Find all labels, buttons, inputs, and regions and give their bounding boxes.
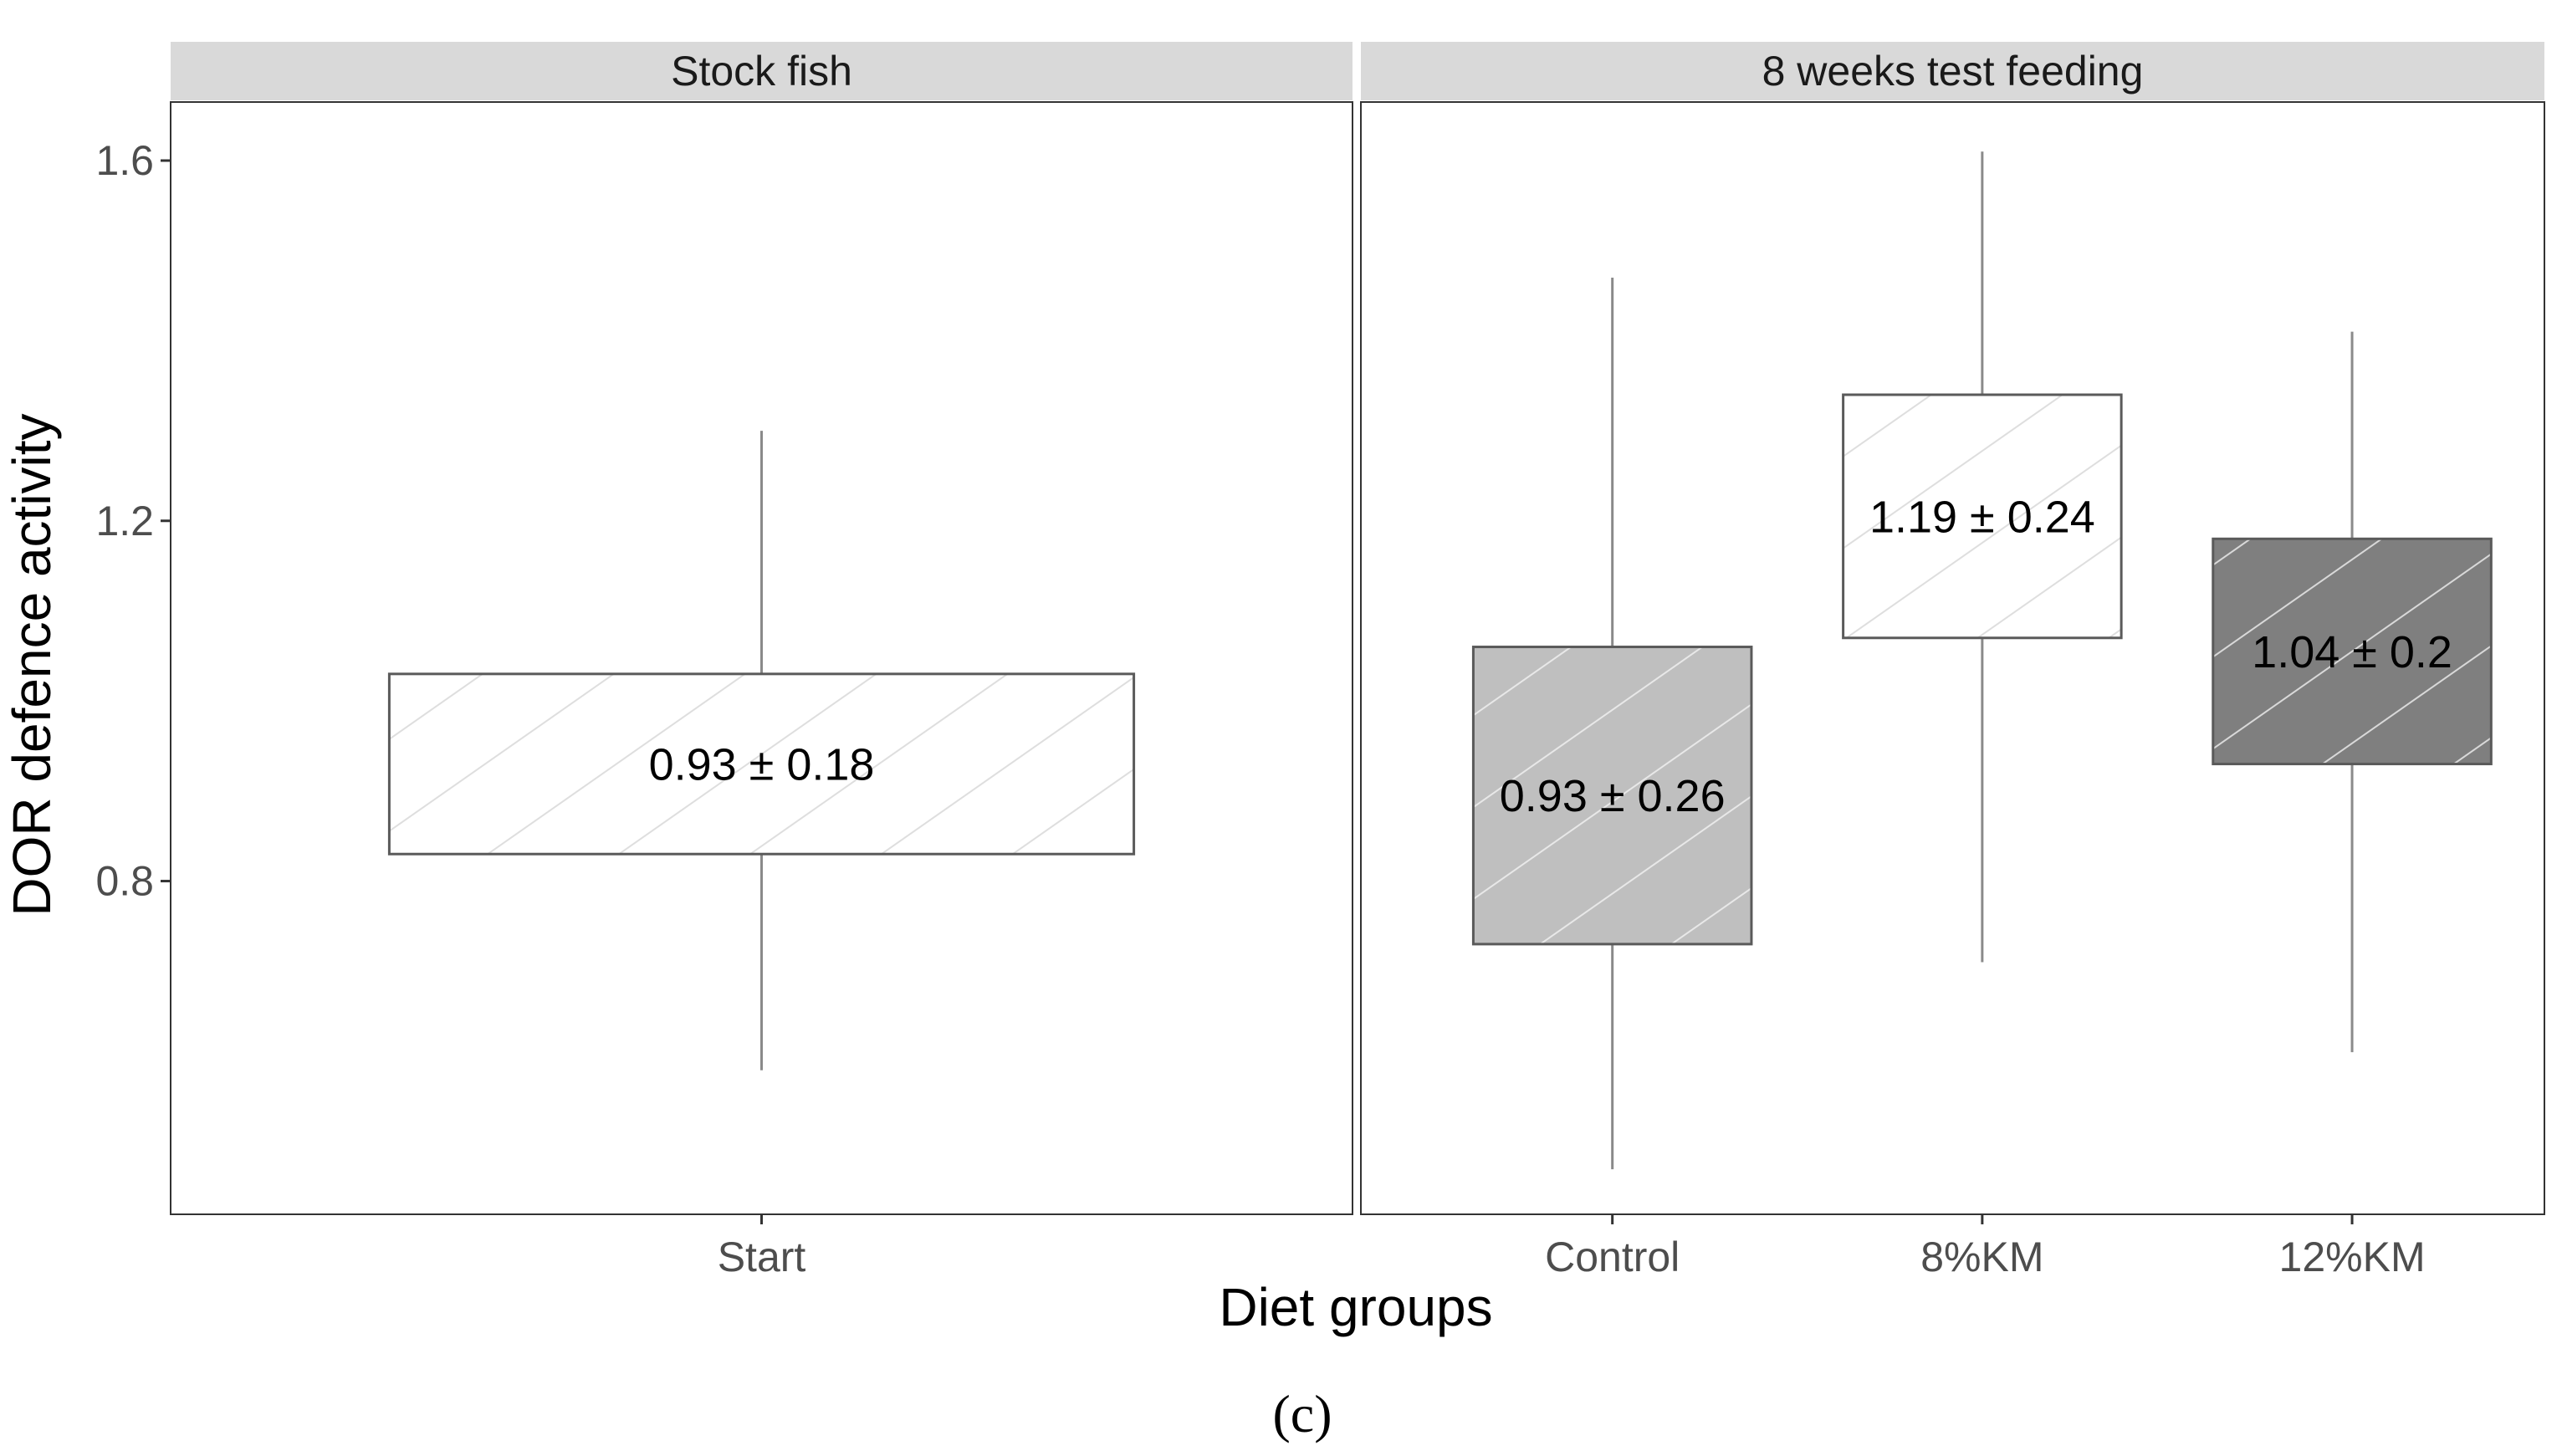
- panel-title: Stock fish: [671, 48, 852, 95]
- x-tick-label: Control: [1545, 1234, 1680, 1280]
- y-axis-title: DOR defence activity: [2, 413, 62, 916]
- box-group-control: 0.93 ± 0.26 Control: [1471, 278, 1753, 1280]
- box-mean-sd-label: 1.19 ± 0.24: [1869, 492, 2095, 542]
- x-tick-label: 12%KM: [2279, 1234, 2426, 1280]
- box-mean-sd-label: 0.93 ± 0.26: [1500, 771, 1726, 821]
- box: [1842, 393, 2123, 640]
- box: [2212, 537, 2493, 766]
- box-group-12pctkm: 1.04 ± 0.2 12%KM: [2212, 331, 2493, 1280]
- y-tick-label: 0.8: [95, 858, 154, 905]
- panel-stock-fish: Stock fish 0.93 ± 0.18 Start: [170, 42, 1353, 1280]
- x-axis-title: Diet groups: [1219, 1277, 1492, 1337]
- box-group-start: 0.93 ± 0.18 Start: [387, 431, 1136, 1280]
- x-tick-label: Start: [718, 1234, 806, 1280]
- panel-title: 8 weeks test feeding: [1762, 48, 2144, 95]
- figure-caption: (c): [1272, 1384, 1332, 1443]
- panel-strip: [171, 42, 1353, 100]
- box-mean-sd-label: 0.93 ± 0.18: [649, 740, 875, 790]
- y-tick-label: 1.6: [95, 137, 154, 184]
- panel-test-feeding: 8 weeks test feeding 0.93 ± 0.26 Control 1.…: [1360, 42, 2545, 1280]
- box-mean-sd-label: 1.04 ± 0.2: [2252, 627, 2452, 677]
- x-tick-label: 8%KM: [1920, 1234, 2043, 1280]
- box: [387, 672, 1136, 856]
- panels-layer: Stock fish 0.93 ± 0.18 Start 8 weeks test f…: [170, 42, 2545, 1280]
- panel-border: [1360, 101, 2545, 1215]
- panel-strip: [1361, 42, 2544, 100]
- box-group-8pctkm: 1.19 ± 0.24 8%KM: [1842, 151, 2123, 1280]
- box: [1471, 646, 1753, 946]
- y-tick-label: 1.2: [95, 498, 154, 544]
- y-axis: 0.8 1.2 1.6: [95, 137, 171, 905]
